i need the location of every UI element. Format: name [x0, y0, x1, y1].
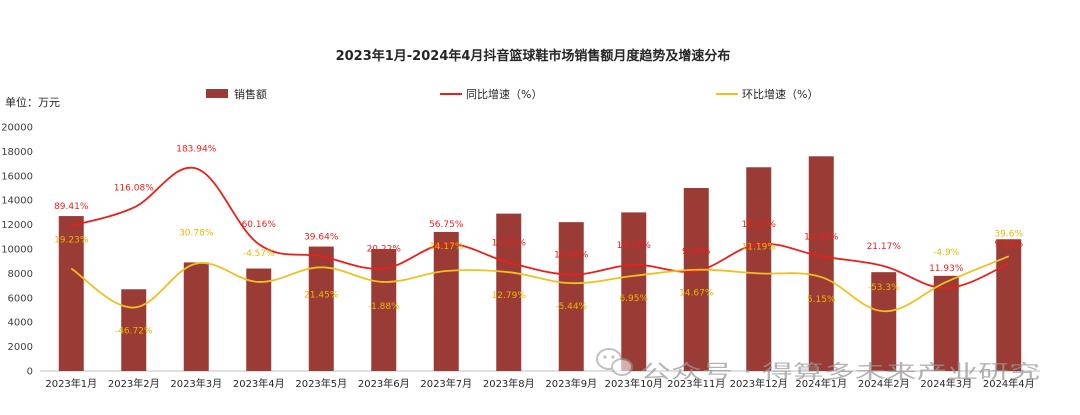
y-tick-label: 8000	[8, 269, 33, 280]
data-label-yoy: 10.04%	[554, 251, 589, 261]
data-label-yoy: 16.27%	[617, 241, 652, 251]
wechat-icon	[596, 348, 633, 376]
data-label-yoy: 60.16%	[242, 220, 277, 230]
x-tick-label: 2023年10月	[605, 377, 663, 390]
data-label-yoy: 11.93%	[929, 264, 964, 274]
legend-label-mom: 环比增速（%）	[742, 87, 818, 101]
bar	[308, 246, 334, 371]
data-label-yoy: 10.43%	[804, 232, 839, 242]
bar	[871, 272, 897, 371]
x-tick-label: 2023年3月	[170, 377, 222, 390]
data-label-mom: 6.95%	[619, 294, 648, 304]
x-tick-label: 2023年1月	[45, 377, 97, 390]
bar	[433, 231, 459, 371]
legend-label-sales: 销售额	[234, 87, 267, 101]
bar	[746, 167, 772, 371]
y-tick-label: 10000	[1, 245, 33, 256]
data-label-mom: -4.9%	[933, 248, 960, 258]
bar	[683, 188, 709, 371]
data-label-mom: -5.44%	[555, 302, 587, 312]
data-label-mom: 11.19%	[742, 242, 777, 252]
line-series-yoy	[70, 166, 1010, 289]
data-label-mom: 12.79%	[492, 291, 527, 301]
chart-title: 2023年1月-2024年4月抖音篮球鞋市场销售额月度趋势及增速分布	[336, 48, 731, 64]
x-tick-label: 2023年11月	[667, 377, 725, 390]
bar	[996, 239, 1022, 371]
y-axis: 0 2000 4000 6000 8000 10000 12000 14000 16000 180…	[1, 123, 33, 378]
data-label-mom: 14.17%	[429, 242, 464, 252]
x-tick-label: 2023年8月	[483, 377, 535, 390]
data-label-mom: 5.15%	[807, 295, 836, 305]
data-label-yoy: 21.17%	[867, 242, 902, 252]
legend: 销售额 同比增速（%） 环比增速（%）	[206, 87, 818, 101]
line-series-mom	[70, 255, 1010, 313]
x-tick-label: 2023年12月	[730, 377, 788, 390]
watermark: 公众号 · 得算多未来产业研究	[596, 348, 1040, 383]
data-label-mom: -1.88%	[368, 302, 400, 312]
x-tick-label: 2024年2月	[858, 377, 910, 390]
data-label-mom: 14.67%	[679, 289, 714, 299]
data-label-mom: -53.3%	[868, 283, 900, 293]
data-label-yoy: 10.07%	[742, 220, 777, 230]
bar-series-sales	[58, 156, 1022, 371]
data-label-yoy: 17.05%	[492, 238, 527, 248]
x-tick-label: 2024年1月	[795, 377, 847, 390]
data-label-mom: 39.6%	[994, 229, 1023, 239]
data-labels-yoy: 89.41% 116.08% 183.94% 60.16% 39.64% 20.22% 56…	[54, 144, 1023, 274]
data-label-yoy: 56.75%	[429, 220, 464, 230]
y-tick-label: 12000	[1, 220, 33, 231]
bar	[621, 212, 647, 371]
data-label-yoy: 39.64%	[304, 232, 339, 242]
x-tick-label: 2023年4月	[233, 377, 285, 390]
bar	[558, 222, 584, 371]
data-label-yoy: 20.22%	[367, 245, 402, 255]
x-tick-label: 2024年3月	[920, 377, 972, 390]
bar	[496, 213, 522, 371]
bar	[183, 262, 209, 371]
y-tick-label: 18000	[1, 147, 33, 158]
x-tick-label: 2023年2月	[108, 377, 160, 390]
data-label-mom: -4.57%	[243, 249, 275, 259]
y-tick-label: 6000	[8, 293, 33, 304]
data-label-yoy: 9.34%	[994, 240, 1023, 250]
bar	[58, 216, 84, 371]
x-tick-label: 2023年9月	[545, 377, 597, 390]
data-label-mom: 21.45%	[304, 290, 339, 300]
data-label-yoy: 183.94%	[176, 144, 216, 154]
data-label-yoy: 9.68%	[682, 247, 711, 257]
y-tick-label: 0	[27, 367, 33, 378]
x-tick-label: 2024年4月	[983, 377, 1035, 390]
legend-label-yoy: 同比增速（%）	[466, 87, 542, 101]
x-tick-label: 2023年5月	[295, 377, 347, 390]
x-tick-label: 2023年7月	[420, 377, 472, 390]
data-label-mom: 30.78%	[179, 229, 214, 239]
y-tick-label: 2000	[8, 342, 33, 353]
x-tick-label: 2023年6月	[358, 377, 410, 390]
y-tick-label: 20000	[1, 123, 33, 134]
y-tick-label: 14000	[1, 196, 33, 207]
legend-swatch-sales	[206, 89, 228, 98]
data-label-yoy: 89.41%	[54, 202, 89, 212]
y-tick-label: 4000	[8, 318, 33, 329]
data-label-mom: -46.72%	[115, 327, 153, 337]
bar	[121, 289, 147, 371]
watermark-text: 公众号 · 得算多未来产业研究	[640, 361, 1040, 383]
bar	[246, 268, 272, 371]
bar	[808, 156, 834, 371]
bar	[933, 275, 959, 371]
data-label-mom: 19.23%	[54, 236, 89, 246]
data-label-yoy: 116.08%	[114, 184, 154, 194]
data-labels-mom: 19.23% -46.72% 30.78% -4.57% 21.45% -1.88% 14.…	[54, 229, 1023, 337]
unit-label: 单位：万元	[5, 95, 60, 109]
y-tick-label: 16000	[1, 171, 33, 182]
x-axis: 2023年1月 2023年2月 2023年3月 2023年4月 2023年5月 2023年…	[45, 377, 1034, 390]
